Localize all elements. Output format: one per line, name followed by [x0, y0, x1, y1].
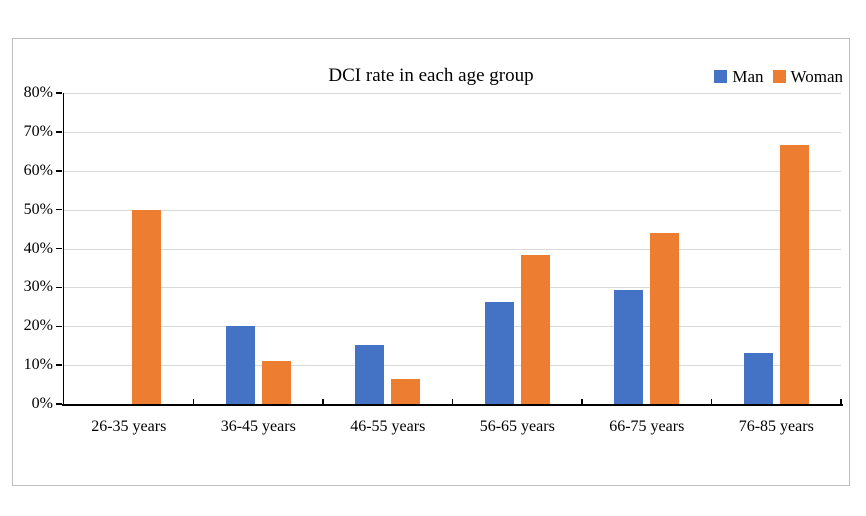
gridline-40	[64, 248, 841, 250]
gridline-60	[64, 170, 841, 172]
x-category-label-1: 26-35 years	[91, 418, 167, 435]
x-category-label-4: 56-65 years	[479, 418, 555, 435]
gridline-70	[64, 131, 841, 133]
chart-title: DCI rate in each age group	[328, 65, 534, 86]
bar-woman-26-35-years	[132, 209, 162, 404]
x-axis-tick-5	[710, 399, 713, 404]
y-tick-label-60: 60%	[23, 161, 53, 179]
x-category-label-3: 46-55 years	[350, 418, 426, 435]
bar-man-36-45-years	[225, 326, 255, 404]
x-axis-tick-6	[840, 399, 842, 404]
y-axis-line	[62, 93, 64, 404]
bar-woman-36-45-years	[261, 360, 291, 404]
legend-item-man: Man	[714, 67, 764, 86]
y-axis-tick-70	[56, 131, 62, 133]
y-axis-tick-40	[56, 247, 62, 250]
legend-label-woman: Woman	[790, 67, 843, 86]
gridline-50	[64, 209, 841, 211]
y-axis-tick-0	[56, 403, 62, 405]
gridline-80	[64, 93, 841, 94]
bar-woman-76-85-years	[779, 144, 809, 404]
y-axis-tick-60	[56, 170, 62, 172]
y-axis-tick-50	[56, 208, 62, 211]
x-axis-tick-2	[322, 399, 324, 404]
y-tick-label-40: 40%	[23, 239, 53, 257]
y-axis-tick-10	[56, 364, 62, 366]
bar-man-56-65-years	[484, 301, 514, 404]
x-axis-tick-3	[451, 399, 454, 404]
y-tick-label-80: 80%	[23, 84, 53, 101]
bar-man-76-85-years	[743, 353, 773, 404]
y-axis-tick-20	[56, 325, 62, 327]
chart-frame: DCI rate in each age group Man Woman 0% 1…	[12, 38, 850, 486]
x-axis-tick-1	[192, 399, 195, 404]
y-axis-tick-30	[56, 286, 62, 289]
y-tick-label-50: 50%	[23, 200, 53, 218]
y-axis-tick-80	[56, 92, 62, 94]
bar-woman-46-55-years	[391, 378, 421, 404]
gridline-10	[64, 365, 841, 367]
bar-woman-66-75-years	[650, 232, 680, 404]
plot-area: 0% 10% 20% 30% 40% 50% 60% 70% 80% 26-35 years 36-…	[24, 84, 843, 435]
x-category-label-6: 76-85 years	[738, 418, 814, 435]
x-axis-tick-4	[581, 399, 583, 404]
woman-color-swatch	[772, 70, 786, 83]
y-tick-label-10: 10%	[23, 356, 53, 374]
bar-woman-56-65-years	[520, 255, 550, 404]
y-tick-label-20: 20%	[23, 317, 53, 335]
legend-item-woman: Woman	[772, 67, 843, 86]
x-category-label-2: 36-45 years	[220, 418, 296, 435]
x-category-label-5: 66-75 years	[609, 418, 685, 435]
y-tick-label-0: 0%	[31, 395, 53, 412]
legend: Man Woman	[714, 68, 843, 85]
gridline-30	[64, 287, 841, 289]
y-tick-label-70: 70%	[23, 122, 53, 140]
man-color-swatch	[714, 70, 728, 83]
x-axis-line	[62, 404, 843, 406]
bar-man-46-55-years	[355, 344, 385, 404]
y-tick-label-30: 30%	[23, 278, 53, 296]
bar-man-66-75-years	[614, 289, 644, 404]
legend-label-man: Man	[732, 67, 764, 86]
gridline-20	[64, 326, 841, 328]
